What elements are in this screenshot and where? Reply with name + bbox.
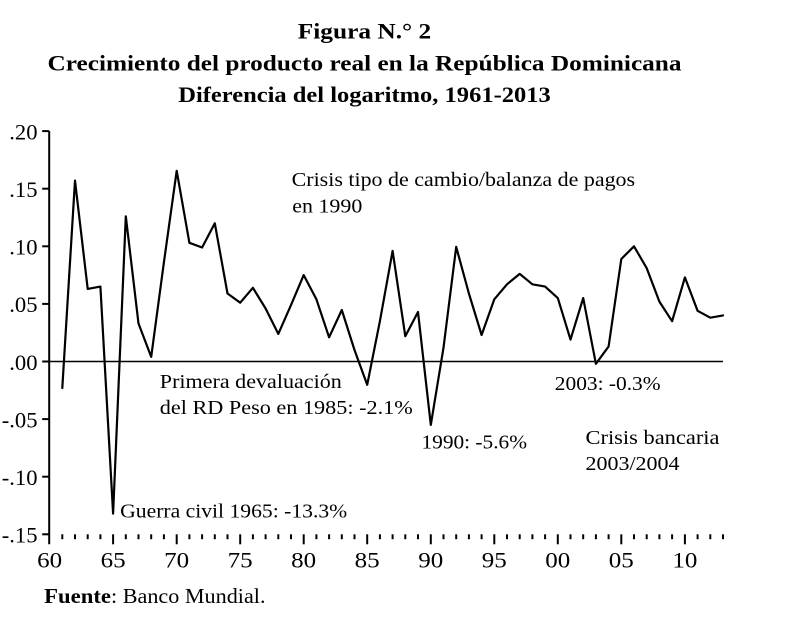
svg-text:.00: .00: [9, 350, 37, 375]
svg-text:Figura N.° 2: Figura N.° 2: [298, 19, 432, 44]
svg-text:80: 80: [291, 547, 316, 572]
svg-text:Primera devaluación: Primera devaluación: [160, 371, 342, 393]
svg-text:2003: -0.3%: 2003: -0.3%: [555, 373, 661, 395]
svg-text:2003/2004: 2003/2004: [586, 453, 680, 475]
svg-text:60: 60: [37, 547, 62, 572]
svg-text:10: 10: [672, 547, 697, 572]
svg-text:.15: .15: [9, 177, 37, 202]
svg-text:75: 75: [228, 547, 253, 572]
svg-text:-.15: -.15: [2, 523, 38, 548]
svg-text:.20: .20: [9, 119, 37, 144]
svg-text:85: 85: [355, 547, 380, 572]
svg-text:-.10: -.10: [2, 465, 38, 490]
svg-text:Fuente: Fuente: [44, 584, 111, 608]
svg-text:.10: .10: [9, 235, 37, 260]
svg-text:-.05: -.05: [2, 407, 38, 432]
svg-text:05: 05: [609, 547, 634, 572]
svg-text:en 1990: en 1990: [292, 196, 362, 218]
svg-text:Guerra civil 1965: -13.3%: Guerra civil 1965: -13.3%: [120, 501, 347, 523]
svg-text:.05: .05: [9, 292, 37, 317]
svg-text:del RD Peso en 1985: -2.1%: del RD Peso en 1985: -2.1%: [160, 397, 413, 419]
svg-text:70: 70: [164, 547, 189, 572]
svg-text:Crisis bancaria: Crisis bancaria: [586, 427, 720, 449]
svg-text:Diferencia del logaritmo, 1961: Diferencia del logaritmo, 1961-2013: [178, 82, 551, 107]
svg-text:95: 95: [482, 547, 507, 572]
svg-text:65: 65: [101, 547, 126, 572]
svg-text:1990: -5.6%: 1990: -5.6%: [422, 432, 528, 454]
svg-text:Crecimiento del producto real: Crecimiento del producto real en la Repú…: [48, 50, 682, 75]
svg-text:: Banco Mundial.: : Banco Mundial.: [111, 584, 266, 608]
svg-text:00: 00: [545, 547, 570, 572]
svg-text:90: 90: [418, 547, 443, 572]
svg-text:Crisis tipo de cambio/balanza: Crisis tipo de cambio/balanza de pagos: [292, 169, 636, 191]
